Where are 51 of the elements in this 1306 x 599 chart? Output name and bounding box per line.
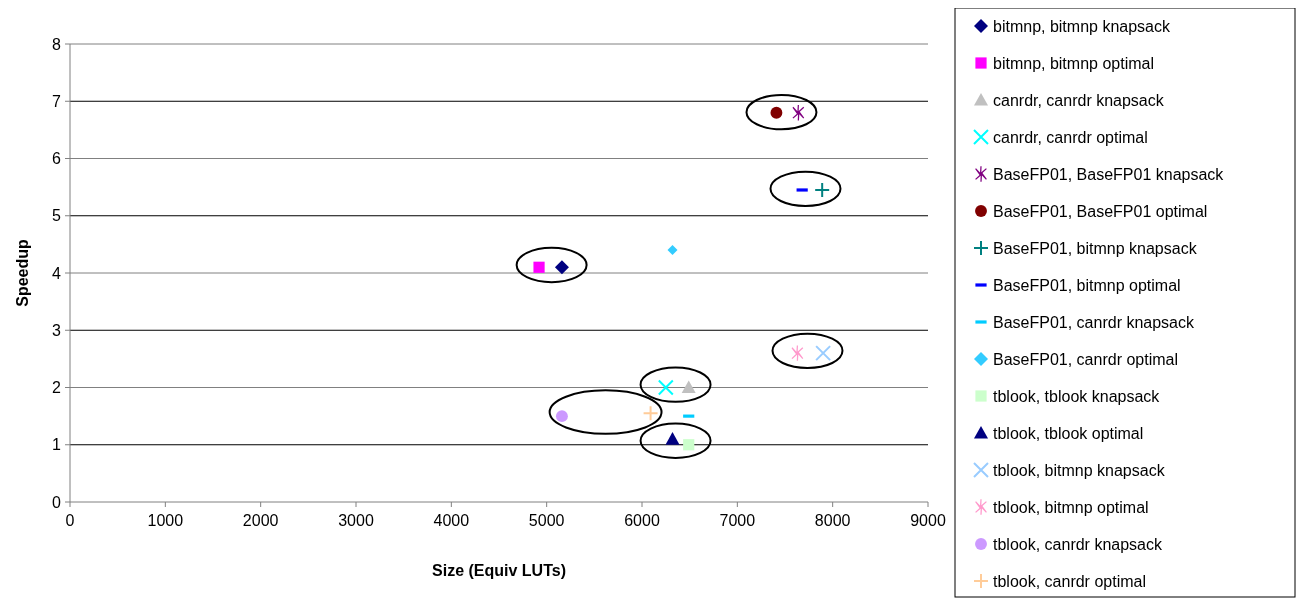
- point: [554, 260, 569, 275]
- x-tick-label: 3000: [338, 512, 374, 529]
- point: [642, 405, 659, 422]
- x-tick-label: 9000: [910, 512, 946, 529]
- point: [657, 379, 674, 396]
- y-axis-title: Speedup: [14, 238, 31, 307]
- x-tick-label: 4000: [433, 512, 470, 529]
- point: [683, 439, 695, 451]
- point: [667, 245, 678, 256]
- y-tick-label: 0: [52, 493, 62, 511]
- x-tick-label: 7000: [719, 512, 756, 529]
- point: [770, 106, 783, 119]
- x-tick-label: 1000: [147, 512, 184, 529]
- x-axis-title: Size (Equiv LUTs): [432, 562, 566, 579]
- legend-label: tblook, tblook optimal: [993, 424, 1144, 442]
- point: [533, 261, 545, 273]
- x-tick-label: 8000: [814, 512, 851, 529]
- y-tick-label: 3: [52, 321, 62, 339]
- legend-label: bitmnp, bitmnp optimal: [993, 54, 1154, 72]
- legend-label: tblook, canrdr optimal: [993, 572, 1146, 590]
- y-tick-label: 5: [52, 207, 62, 225]
- legend-label: BaseFP01, bitmnp optimal: [993, 276, 1181, 294]
- y-tick-label: 2: [52, 379, 62, 397]
- point: [814, 181, 831, 198]
- y-tick-label: 4: [52, 264, 62, 282]
- x-tick-label: 2000: [242, 512, 279, 529]
- point: [792, 105, 805, 121]
- y-tick-label: 1: [52, 436, 62, 454]
- legend-label: canrdr, canrdr knapsack: [993, 91, 1165, 109]
- point: [815, 345, 832, 362]
- legend-label: canrdr, canrdr optimal: [993, 128, 1148, 146]
- point: [791, 345, 804, 361]
- y-tick-label: 7: [52, 92, 62, 110]
- legend-label: BaseFP01, bitmnp knapsack: [993, 239, 1198, 257]
- point: [681, 380, 696, 394]
- point: [555, 410, 568, 423]
- legend-label: BaseFP01, BaseFP01 optimal: [993, 202, 1208, 220]
- legend-label: bitmnp, bitmnp knapsack: [993, 17, 1171, 35]
- y-tick-label: 8: [52, 35, 62, 53]
- legend-label: tblook, tblook knapsack: [993, 387, 1161, 405]
- legend-label: BaseFP01, canrdr optimal: [993, 350, 1178, 368]
- legend-label: BaseFP01, canrdr knapsack: [993, 313, 1195, 331]
- x-tick-label: 6000: [624, 512, 660, 529]
- point: [665, 432, 680, 445]
- legend-label: tblook, canrdr knapsack: [993, 535, 1163, 553]
- y-tick-label: 6: [52, 150, 62, 168]
- x-tick-label: 0: [65, 512, 75, 529]
- legend-label: tblook, bitmnp optimal: [993, 498, 1149, 516]
- x-tick-label: 5000: [528, 512, 565, 529]
- legend-label: BaseFP01, BaseFP01 knapsack: [993, 165, 1225, 183]
- legend-label: tblook, bitmnp knapsack: [993, 461, 1166, 479]
